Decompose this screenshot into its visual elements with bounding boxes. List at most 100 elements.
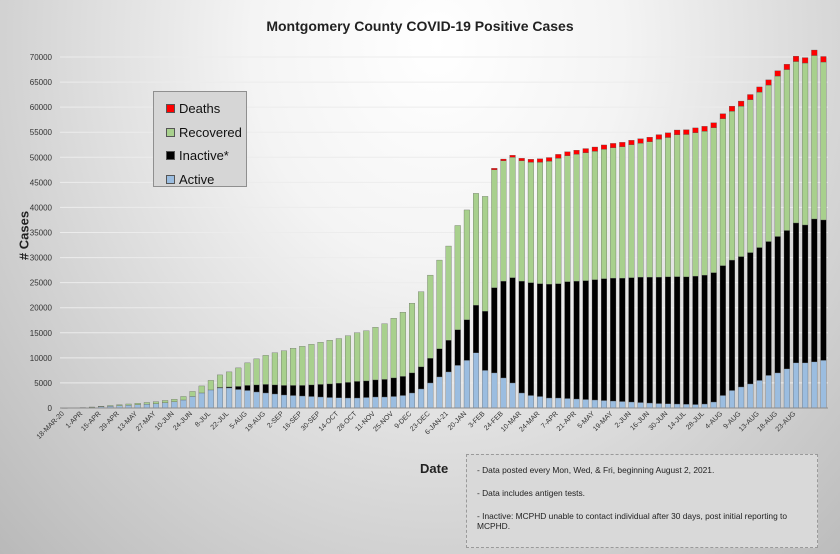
bar-segment-deaths: [573, 150, 580, 155]
bar-segment-deaths: [518, 158, 525, 161]
bar-segment-active: [189, 396, 196, 409]
x-tick-label: 10-JUN: [154, 410, 176, 432]
bar-segment-inactive: [692, 275, 699, 405]
bar-segment-inactive: [582, 280, 589, 400]
bar-segment-active: [765, 375, 772, 409]
bar-segment-inactive: [655, 276, 662, 404]
bar-segment-deaths: [500, 158, 507, 161]
bar-segment-active: [363, 397, 370, 409]
bar-segment-inactive: [619, 277, 626, 402]
bar-segment-inactive: [719, 265, 726, 396]
bar-segment-recovered: [537, 162, 543, 284]
chart-title: Montgomery County COVID-19 Positive Case…: [266, 18, 574, 34]
bar-segment-inactive: [783, 230, 790, 370]
bar-segment-inactive: [674, 276, 681, 405]
bar-segment-deaths: [811, 49, 818, 56]
legend-swatch-deaths: [166, 104, 175, 114]
y-tick-label: 60000: [30, 103, 53, 112]
bar-segment-recovered: [290, 348, 297, 386]
bar-segment-inactive: [326, 383, 333, 398]
bar-segment-recovered: [454, 225, 461, 330]
bar-segment-active: [381, 396, 388, 409]
bar-segment-recovered: [235, 367, 242, 387]
bar-segment-active: [427, 382, 434, 409]
bar-segment-active: [610, 400, 617, 409]
chart-legend: Deaths Recovered Inactive* Active: [153, 91, 247, 187]
bar-segment-active: [326, 397, 333, 409]
x-tick-label: 25-NOV: [372, 410, 395, 433]
bar-segment-deaths: [537, 158, 543, 163]
bar-segment-active: [262, 392, 269, 409]
bar-segment-inactive: [354, 381, 361, 399]
bar-segment-active: [601, 400, 607, 409]
bar-segment-recovered: [619, 146, 626, 279]
bar-segment-active: [390, 396, 397, 409]
bar-segment-recovered: [527, 162, 534, 283]
note-antigen: - Data includes antigen tests.: [477, 488, 586, 498]
bar-segment-active: [180, 399, 187, 409]
bar-segment-active: [811, 361, 818, 409]
legend-label-inactive: Inactive*: [179, 148, 229, 164]
bar-segment-deaths: [756, 86, 763, 93]
bar-segment-recovered: [463, 209, 470, 320]
bar-segment-inactive: [482, 311, 489, 371]
bar-segment-deaths: [582, 148, 589, 153]
bar-segment-recovered: [226, 371, 233, 388]
bar-segment-active: [244, 390, 251, 409]
bar-segment-recovered: [683, 134, 690, 278]
bar-segment-recovered: [381, 323, 388, 380]
x-tick-label: 4-AUG: [704, 410, 724, 430]
bar-segment-recovered: [601, 149, 607, 279]
bar-segment-deaths: [683, 129, 690, 135]
bar-segment-inactive: [445, 340, 452, 373]
bar-segment-active: [354, 397, 361, 409]
legend-item-recovered: Recovered: [166, 121, 246, 145]
bar-segment-active: [162, 402, 169, 409]
bar-segment-recovered: [134, 403, 141, 405]
bar-segment-deaths: [692, 127, 699, 133]
bar-segment-deaths: [820, 56, 827, 63]
bar-segment-recovered: [546, 161, 553, 285]
bar-segment-inactive: [610, 277, 617, 402]
bar-segment-recovered: [271, 352, 278, 386]
bar-segment-recovered: [409, 303, 415, 374]
bar-segment-inactive: [546, 283, 553, 399]
bar-segment-recovered: [701, 131, 708, 276]
bar-segment-recovered: [198, 385, 205, 394]
bar-segment-active: [473, 352, 479, 409]
y-tick-label: 35000: [30, 229, 53, 238]
bar-segment-recovered: [783, 69, 790, 231]
bar-segment-deaths: [610, 143, 617, 148]
y-tick-label: 55000: [30, 128, 53, 137]
bar-segment-active: [628, 401, 635, 409]
x-tick-label: 28-JUL: [685, 410, 706, 431]
bar-segment-active: [500, 377, 507, 409]
bar-segment-active: [290, 395, 297, 409]
note-posting-schedule: - Data posted every Mon, Wed, & Fri, beg…: [477, 465, 715, 475]
y-tick-label: 65000: [30, 78, 53, 87]
bar-segment-recovered: [299, 346, 306, 386]
bar-segment-deaths: [665, 132, 671, 138]
bar-segment-recovered: [692, 132, 699, 277]
bar-segment-recovered: [262, 355, 269, 385]
bar-segment-recovered: [500, 160, 507, 282]
bar-segment-active: [217, 387, 223, 409]
bar-segment-active: [756, 380, 763, 409]
bar-segment-recovered: [802, 62, 809, 226]
bar-segment-recovered: [436, 259, 443, 349]
legend-item-deaths: Deaths: [166, 97, 246, 121]
x-tick-labels: 18-MAR-201-APR15-APR29-APR13-MAY27-MAY10…: [36, 410, 798, 441]
bar-segment-recovered: [655, 139, 662, 278]
y-axis-label: # Cases: [16, 210, 32, 261]
y-tick-labels: 0 5000 10000 15000 20000 25000 30000 35000 40000…: [30, 53, 53, 413]
bar-segment-inactive: [262, 384, 269, 394]
bar-segment-recovered: [345, 335, 351, 383]
bar-segment-active: [820, 360, 827, 409]
bar-segment-recovered: [573, 154, 580, 282]
x-tick-label: 30-JUN: [648, 410, 670, 432]
bar-segment-inactive: [820, 219, 827, 361]
bar-segment-recovered: [719, 118, 726, 266]
bar-segment-recovered: [747, 99, 754, 253]
bar-segment-recovered: [591, 151, 598, 280]
